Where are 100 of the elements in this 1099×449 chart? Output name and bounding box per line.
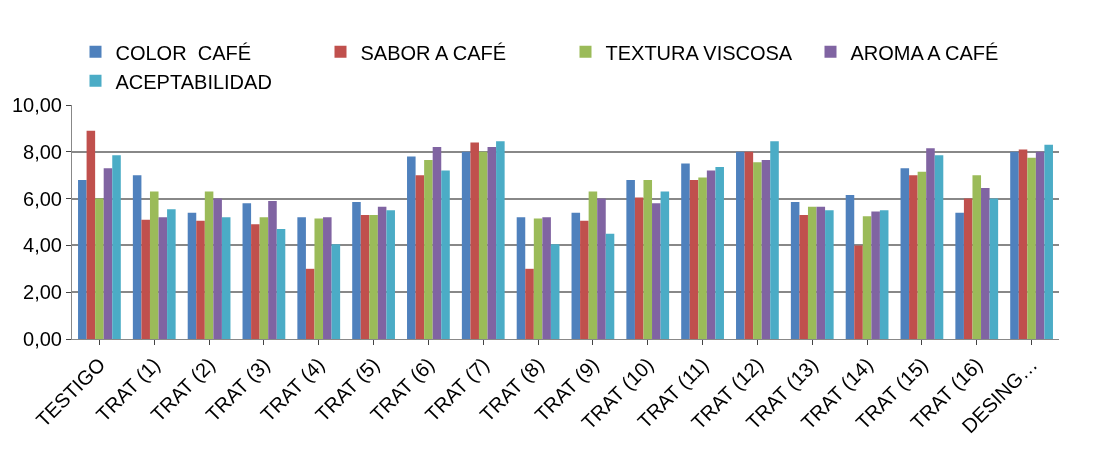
- bar: [571, 212, 581, 339]
- legend-label: ACEPTABILIDAD: [115, 70, 272, 93]
- bar: [917, 171, 927, 339]
- bar: [706, 170, 716, 339]
- bar: [187, 212, 197, 339]
- bar: [542, 217, 551, 339]
- bar: [1018, 149, 1028, 339]
- bar: [86, 130, 96, 339]
- bar: [807, 206, 817, 339]
- bar: [816, 206, 826, 339]
- bar: [276, 229, 286, 339]
- y-tick-label: 4,00: [23, 234, 62, 257]
- bar: [1010, 151, 1019, 339]
- y-tick-label: 6,00: [23, 187, 62, 210]
- bar: [268, 200, 277, 339]
- bar: [989, 198, 999, 339]
- bar: [204, 191, 214, 339]
- bar: [149, 191, 159, 339]
- bar: [158, 217, 168, 339]
- bar: [689, 179, 699, 339]
- bar: [516, 217, 526, 339]
- bar: [744, 151, 754, 339]
- bar: [854, 245, 863, 339]
- bar: [597, 198, 606, 339]
- bar: [352, 202, 361, 339]
- bar: [478, 151, 488, 339]
- y-tick-label: 2,00: [23, 281, 62, 304]
- bar: [259, 217, 269, 339]
- bar: [487, 147, 497, 339]
- bar: [605, 233, 615, 339]
- bar: [95, 198, 104, 339]
- bar: [963, 198, 973, 339]
- bar: [461, 151, 471, 339]
- bar: [441, 170, 450, 339]
- bar: [643, 179, 653, 339]
- bar: [525, 268, 534, 339]
- legend-label: COLOR CAFÉ: [115, 41, 252, 64]
- legend-label: TEXTURA VISCOSA: [605, 41, 793, 64]
- bar: [652, 203, 661, 339]
- bar: [415, 175, 425, 339]
- bar: [926, 148, 935, 339]
- bar: [770, 141, 779, 339]
- bar: [681, 163, 690, 339]
- bar: [251, 224, 260, 339]
- bar: [167, 209, 176, 339]
- bar: [879, 210, 889, 339]
- legend-label: AROMA A CAFÉ: [850, 41, 999, 64]
- bar: [825, 210, 834, 339]
- bar: [377, 206, 387, 339]
- bar: [580, 220, 589, 339]
- bar: [934, 155, 944, 339]
- bar: [900, 168, 910, 339]
- bar: [588, 191, 598, 339]
- bar: [424, 159, 433, 339]
- bar: [314, 218, 324, 339]
- bar: [496, 141, 505, 339]
- bar: [132, 175, 142, 339]
- legend-label: SABOR A CAFÉ: [360, 41, 507, 64]
- bar: [550, 244, 560, 339]
- bar: [470, 142, 479, 339]
- bar: [369, 214, 378, 339]
- bar: [862, 216, 872, 339]
- bar: [981, 188, 990, 339]
- bar: [1035, 151, 1045, 339]
- bar: [103, 168, 113, 339]
- bar: [360, 214, 370, 339]
- bar: [1044, 144, 1053, 339]
- bar: [305, 268, 315, 339]
- bar: [78, 179, 87, 339]
- bar: [715, 167, 724, 339]
- bar: [323, 217, 332, 339]
- bar: [331, 244, 341, 339]
- bar: [533, 218, 543, 339]
- bar: [660, 191, 670, 339]
- bar: [297, 217, 306, 339]
- bar: [196, 220, 205, 339]
- y-tick-label: 0,00: [23, 328, 62, 350]
- bar: [736, 151, 745, 339]
- bar: [141, 219, 150, 339]
- bar: [626, 179, 635, 339]
- bar: [1027, 157, 1036, 339]
- bar: [432, 147, 442, 339]
- bar: [955, 212, 964, 339]
- bar: [909, 175, 918, 339]
- bar: [242, 203, 252, 339]
- bar: [112, 155, 121, 339]
- bar: [213, 198, 222, 339]
- bar: [972, 175, 982, 339]
- y-tick-label: 10,00: [11, 94, 62, 116]
- bar: [407, 156, 416, 339]
- bar: [698, 177, 707, 339]
- bar: [634, 197, 644, 339]
- bar: [799, 214, 808, 339]
- bar: [790, 202, 800, 339]
- bar: [753, 162, 762, 339]
- bar: [761, 159, 771, 339]
- bar: [871, 211, 880, 339]
- y-tick-label: 8,00: [23, 140, 62, 163]
- bar: [386, 210, 395, 339]
- bar: [221, 217, 231, 339]
